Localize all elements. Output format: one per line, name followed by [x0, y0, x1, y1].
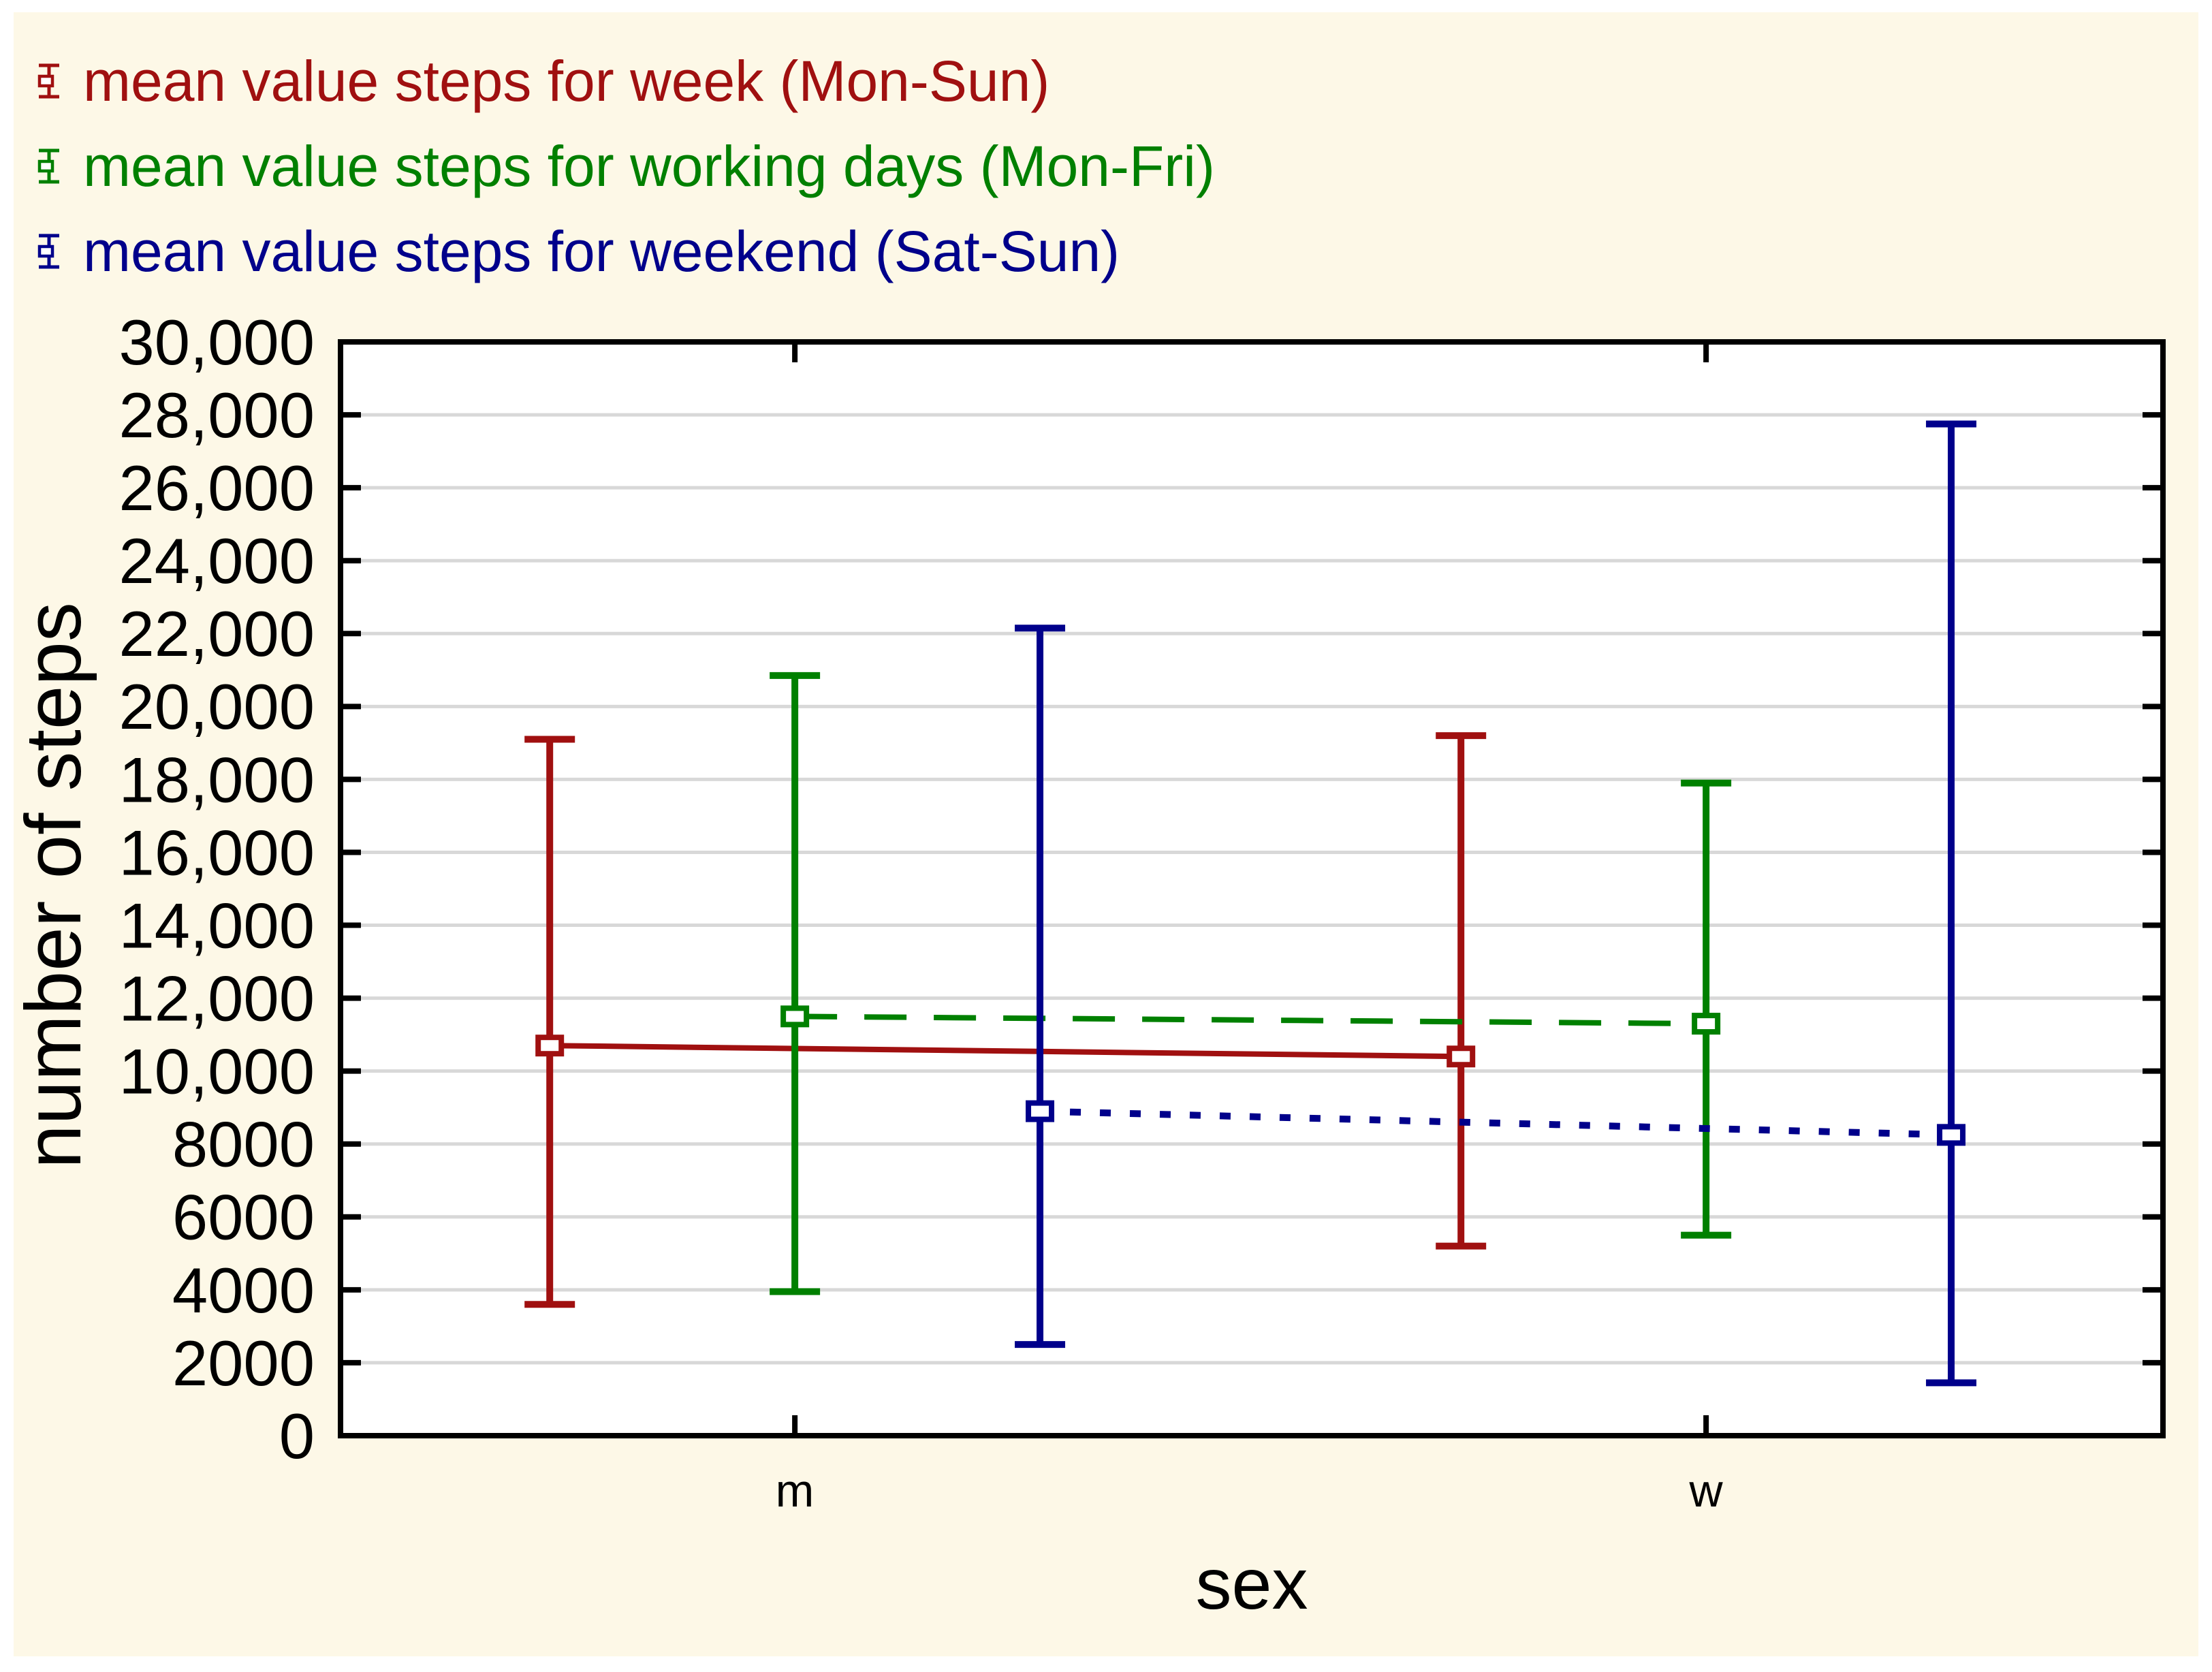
y-tick-label: 8000: [172, 1109, 315, 1180]
y-tick-label: 4000: [172, 1255, 315, 1326]
y-tick-label: 0: [279, 1400, 315, 1472]
y-tick-label: 26,000: [118, 452, 315, 524]
errorbar-marker-icon: [37, 63, 59, 98]
mean-marker: [1692, 1013, 1721, 1035]
mean-marker: [1026, 1100, 1055, 1122]
y-tick-label: 12,000: [118, 963, 315, 1035]
y-tick-label: 18,000: [118, 744, 315, 815]
y-tick-label: 22,000: [118, 598, 315, 669]
y-tick-label: 28,000: [118, 379, 315, 451]
legend-label-working-days: mean value steps for working days (Mon-F…: [83, 133, 1215, 198]
legend-item: mean value steps for working days (Mon-F…: [35, 123, 1215, 208]
x-axis-title: sex: [1196, 1544, 1308, 1624]
series-line: [550, 1043, 1462, 1060]
plot-area: [341, 342, 2163, 1436]
errorbar-marker-icon: [37, 234, 59, 268]
mean-marker: [1447, 1045, 1476, 1068]
y-tick-label: 16,000: [118, 817, 315, 888]
y-tick-label: 6000: [172, 1182, 315, 1253]
legend-item: mean value steps for weekend (Sat-Sun): [35, 208, 1215, 294]
y-axis-title: number of steps: [9, 602, 97, 1169]
y-tick-label: 30,000: [118, 306, 315, 378]
series-line: [1039, 1107, 1952, 1139]
y-tick-label: 20,000: [118, 671, 315, 742]
y-tick-label: 10,000: [118, 1036, 315, 1107]
mean-marker: [535, 1035, 565, 1057]
x-tick-label-m: m: [776, 1465, 815, 1517]
plot-frame: [338, 339, 2166, 1438]
legend: mean value steps for week (Mon-Sun) mean…: [35, 38, 1215, 294]
errorbar-marker-icon: [37, 148, 59, 183]
y-tick-label: 14,000: [118, 889, 315, 961]
y-tick-label: 24,000: [118, 525, 315, 597]
legend-item: mean value steps for week (Mon-Sun): [35, 38, 1215, 123]
legend-label-week: mean value steps for week (Mon-Sun): [83, 48, 1050, 113]
mean-marker: [780, 1005, 810, 1028]
x-tick-label-w: w: [1688, 1465, 1723, 1517]
mean-marker: [1937, 1124, 1966, 1146]
series-line: [795, 1013, 1707, 1027]
legend-label-weekend: mean value steps for weekend (Sat-Sun): [83, 219, 1120, 283]
y-tick-label: 2000: [172, 1327, 315, 1399]
